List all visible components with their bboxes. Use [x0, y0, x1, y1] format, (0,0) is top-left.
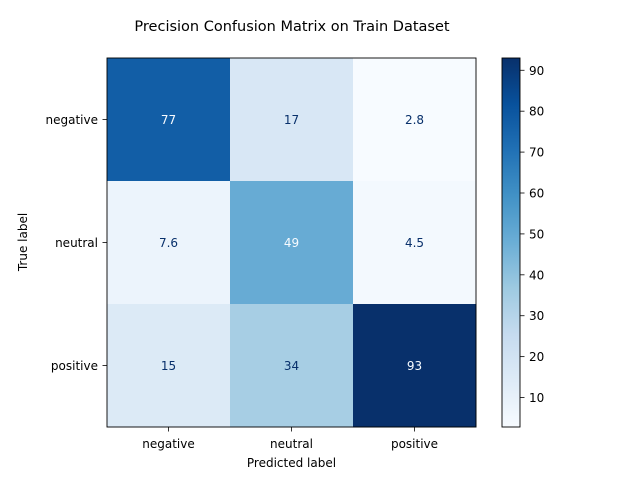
- y-tick-label: positive: [51, 359, 98, 373]
- colorbar-ticks: 10 20 30 40 50 60 70 80 90: [520, 64, 544, 405]
- y-axis-label: True label: [16, 213, 30, 272]
- x-axis-ticks: negative neutral positive: [142, 427, 438, 451]
- cell-value-label: 7.6: [159, 236, 178, 250]
- colorbar-gradient: [501, 57, 521, 428]
- matrix-cell: [230, 181, 354, 305]
- matrix-cell: [230, 304, 354, 428]
- x-tick-label: neutral: [270, 437, 313, 451]
- x-tick-label: positive: [391, 437, 438, 451]
- matrix-cell: [353, 304, 477, 428]
- colorbar-tick-label: 20: [529, 350, 544, 364]
- colorbar-tick-label: 10: [529, 391, 544, 405]
- matrix-cell: [353, 181, 477, 305]
- colorbar-tick-label: 70: [529, 146, 544, 160]
- colorbar: 10 20 30 40 50 60 70 80 90: [501, 57, 544, 428]
- matrix-cells: 77 17 2.8 7.6 49 4.5 15 34 93: [107, 58, 477, 428]
- cell-value-label: 77: [161, 113, 176, 127]
- y-axis-ticks: negative neutral positive: [46, 113, 107, 373]
- x-tick-label: negative: [142, 437, 194, 451]
- cell-value-label: 34: [284, 359, 299, 373]
- colorbar-tick-label: 80: [529, 105, 544, 119]
- chart-title: Precision Confusion Matrix on Train Data…: [134, 19, 449, 35]
- matrix-cell: [107, 181, 231, 305]
- colorbar-tick-label: 40: [529, 268, 544, 282]
- colorbar-tick-label: 60: [529, 187, 544, 201]
- matrix-cell: [107, 304, 231, 428]
- colorbar-tick-label: 30: [529, 309, 544, 323]
- cell-value-label: 93: [407, 359, 422, 373]
- matrix-cell: [230, 58, 354, 182]
- cell-value-label: 49: [284, 236, 299, 250]
- y-tick-label: negative: [46, 113, 98, 127]
- y-tick-label: neutral: [55, 236, 98, 250]
- colorbar-tick-label: 50: [529, 227, 544, 241]
- colorbar-tick-label: 90: [529, 64, 544, 78]
- x-axis-label: Predicted label: [247, 456, 336, 470]
- cell-value-label: 15: [161, 359, 176, 373]
- matrix-cell: [107, 58, 231, 182]
- cell-value-label: 17: [284, 113, 299, 127]
- matrix-cell: [353, 58, 477, 182]
- cell-value-label: 4.5: [405, 236, 424, 250]
- cell-value-label: 2.8: [405, 113, 424, 127]
